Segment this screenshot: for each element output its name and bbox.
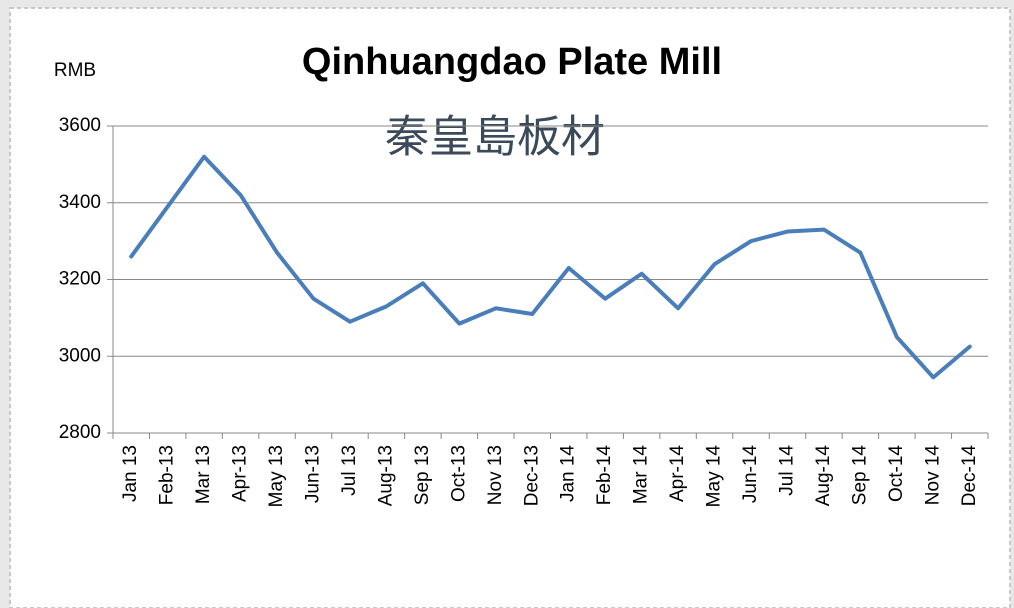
y-tick-label: 3200 [59, 269, 101, 290]
x-tick-label: Mar 13 [193, 445, 214, 504]
x-tick-label: Sep 14 [849, 445, 870, 506]
y-tick-label: 3000 [59, 345, 101, 366]
x-tick-label: Nov 13 [485, 445, 506, 505]
x-tick-label: Jun-13 [303, 445, 324, 503]
chart-frame [9, 7, 1011, 608]
chart-title: Qinhuangdao Plate Mill [302, 41, 722, 83]
x-tick-label: Aug-13 [375, 445, 396, 506]
x-tick-label: Apr-13 [230, 445, 251, 502]
x-tick-label: Mar 14 [631, 445, 652, 505]
y-tick-label: 3600 [59, 115, 101, 136]
x-tick-label: Oct-14 [886, 445, 907, 502]
x-tick-label: May 13 [266, 445, 287, 507]
x-tick-label: Nov 14 [922, 445, 943, 506]
x-tick-label: Jan 14 [558, 445, 579, 502]
chart-subtitle: 秦皇島板材 [385, 112, 605, 163]
y-tick-label: 2800 [59, 422, 101, 443]
x-tick-label: May 14 [704, 445, 725, 508]
x-tick-label: Jan 13 [120, 445, 141, 502]
x-tick-label: Aug-14 [813, 445, 834, 507]
x-tick-label: Jul 13 [339, 445, 360, 496]
x-tick-label: Apr-14 [667, 445, 688, 502]
y-axis-label: RMB [54, 60, 96, 81]
x-tick-label: Dec-14 [959, 445, 980, 507]
x-tick-label: Feb-13 [157, 445, 178, 505]
y-tick-label: 3400 [59, 192, 101, 213]
x-tick-label: Jun-14 [740, 445, 761, 504]
x-tick-label: Jul 14 [776, 445, 797, 496]
x-tick-label: Dec-13 [521, 445, 542, 506]
x-tick-label: Sep 13 [412, 445, 433, 505]
line-series [129, 154, 972, 380]
x-tick-label: Feb-14 [594, 445, 615, 506]
x-tick-label: Oct-13 [448, 445, 469, 502]
